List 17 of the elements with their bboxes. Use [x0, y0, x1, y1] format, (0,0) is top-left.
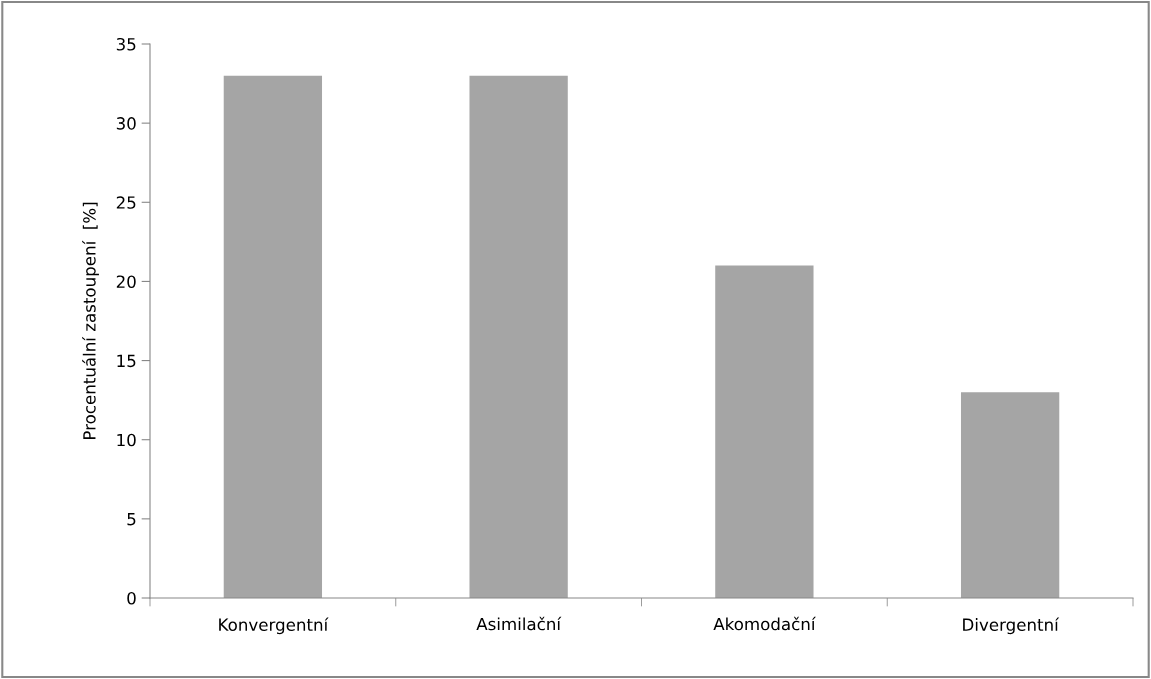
y-tick-label: 35	[116, 37, 136, 51]
y-tick-label: 25	[116, 196, 136, 209]
bar	[715, 265, 814, 598]
x-tick-label: Akomodační	[713, 616, 816, 631]
y-tick-label: 30	[116, 117, 136, 130]
bar	[960, 392, 1060, 598]
bar	[223, 75, 323, 598]
y-tick-label: 15	[117, 354, 136, 368]
y-tick-label: 5	[127, 513, 136, 526]
y-tick-label: 0	[127, 591, 136, 605]
x-tick-label: Konvergentní	[219, 617, 329, 635]
y-tick-label: 20	[116, 275, 136, 288]
y-tick-label: 10	[117, 433, 136, 447]
x-tick-label: Divergentní	[963, 617, 1060, 635]
y-axis-title: Procentuální zastoupení [%]	[82, 202, 99, 439]
bar	[469, 75, 568, 598]
x-tick-label: Asimilační	[476, 616, 562, 631]
